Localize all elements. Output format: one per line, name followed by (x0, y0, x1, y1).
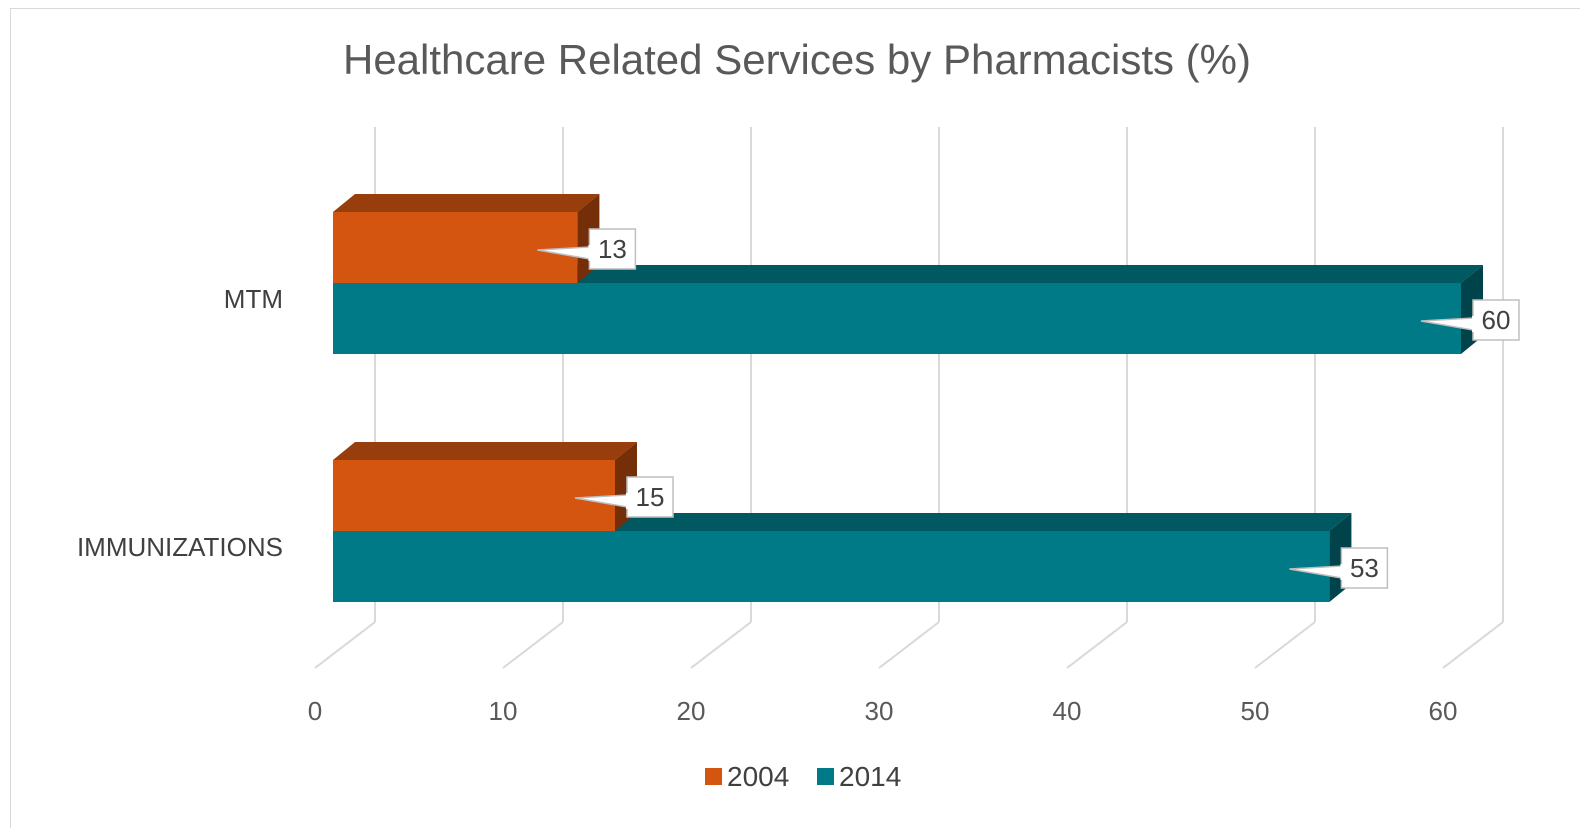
category-label: MTM (224, 284, 283, 314)
floor-gridline (690, 621, 752, 669)
bar-front-face (333, 460, 615, 531)
x-tick-label: 40 (1053, 696, 1082, 726)
bar-front-face (333, 283, 1461, 354)
bar-2004-mtm (333, 194, 600, 283)
floor-gridline (1066, 621, 1128, 669)
legend-swatch (705, 768, 722, 785)
legend-label: 2014 (839, 761, 901, 792)
chart-frame (10, 8, 1580, 828)
floor-gridline (314, 621, 376, 669)
bar-2014-mtm (333, 265, 1483, 354)
x-tick-label: 60 (1429, 696, 1458, 726)
bar-2004-immunizations (333, 442, 637, 531)
data-label: 53 (1289, 547, 1389, 589)
bar-top-face (333, 194, 600, 212)
floor-gridline (878, 621, 940, 669)
chart-title: Healthcare Related Services by Pharmacis… (343, 36, 1251, 83)
floor-gridline (502, 621, 564, 669)
svg-text:13: 13 (598, 234, 627, 264)
legend-item-2004: 2004 (705, 761, 789, 792)
svg-text:53: 53 (1350, 553, 1379, 583)
legend-swatch (817, 768, 834, 785)
bar-top-face (333, 442, 637, 460)
bar-front-face (333, 212, 578, 283)
floor-gridline (1254, 621, 1316, 669)
legend: 2004 2014 (705, 761, 901, 792)
x-tick-label: 20 (677, 696, 706, 726)
floor-gridline (1442, 621, 1504, 669)
svg-text:60: 60 (1482, 305, 1511, 335)
legend-item-2014: 2014 (817, 761, 901, 792)
data-label: 13 (537, 228, 637, 270)
bars (333, 194, 1483, 602)
data-label: 60 (1420, 299, 1520, 341)
x-tick-label: 10 (489, 696, 518, 726)
data-labels: 60 13 53 15 (537, 228, 1520, 589)
x-tick-label: 50 (1241, 696, 1270, 726)
category-label: IMMUNIZATIONS (77, 532, 283, 562)
x-tick-label: 0 (308, 696, 322, 726)
legend-label: 2004 (727, 761, 789, 792)
x-axis: 0 10 20 30 40 50 60 (308, 696, 1458, 726)
data-label: 15 (574, 476, 674, 518)
category-axis: MTM IMMUNIZATIONS (77, 284, 283, 562)
x-tick-label: 30 (865, 696, 894, 726)
svg-text:15: 15 (636, 482, 665, 512)
bar-front-face (333, 531, 1330, 602)
